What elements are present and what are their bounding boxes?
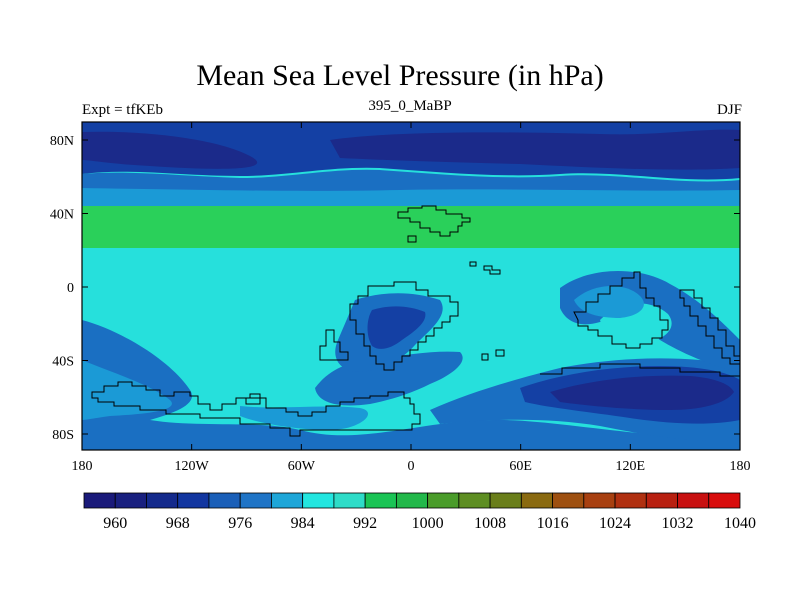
colorbar-swatch (427, 492, 460, 509)
y-tick-label: 80N (50, 134, 74, 149)
colorbar-label: 968 (166, 515, 190, 532)
x-tick-label: 180 (72, 459, 93, 474)
colorbar-swatch (458, 492, 491, 509)
coastline-antarctica-east (540, 363, 740, 377)
x-tick-label: 60W (288, 459, 316, 474)
colorbar-swatch (708, 492, 741, 509)
coastline-island (469, 261, 477, 267)
colorbar-label: 1040 (724, 515, 756, 532)
colorbar-swatch (239, 492, 272, 509)
coastline-island (407, 235, 417, 243)
y-axis: 80N 40N 0 40S 80S (50, 134, 740, 443)
coastline-antarctica (91, 381, 421, 437)
period-label: 395_0_MaBP (368, 98, 452, 114)
fill-region (367, 306, 426, 349)
colorbar-swatch (645, 492, 678, 509)
x-tick-label: 120E (616, 459, 646, 474)
colorbar: 960 968 976 984 992 1000 1008 1016 1024 1032 1040 (83, 492, 756, 532)
coastline-asia (397, 205, 471, 237)
colorbar-swatch (583, 492, 616, 509)
fill-region (550, 375, 734, 410)
colorbar-swatch (271, 492, 304, 509)
x-tick-label: 180 (730, 459, 751, 474)
coastline-africa (349, 281, 459, 371)
colorbar-swatch (677, 492, 710, 509)
colorbar-label: 1000 (412, 515, 444, 532)
colorbar-swatch (395, 492, 429, 509)
colorbar-swatch (364, 492, 397, 509)
colorbar-label: 1032 (662, 515, 694, 532)
coastlines (91, 205, 741, 437)
colorbar-swatch (114, 492, 147, 509)
colorbar-swatch (302, 492, 335, 509)
x-tick-label: 120W (175, 459, 210, 474)
coastline-nz (679, 289, 741, 365)
colorbar-swatch (614, 492, 647, 509)
x-axis: 180 120W 60W 0 60E 120E 180 (72, 122, 751, 474)
colorbar-label: 960 (103, 515, 127, 532)
coastline-australia (573, 271, 669, 349)
coastline-sa (319, 329, 349, 361)
colorbar-label: 1024 (599, 515, 631, 532)
colorbar-swatch (177, 492, 210, 509)
coastline-island (481, 353, 489, 361)
coastline-island (495, 349, 505, 357)
experiment-label: Expt = tfKEb (82, 102, 163, 118)
coastline-small (245, 397, 261, 405)
y-tick-label: 0 (67, 281, 74, 296)
colorbar-swatch (520, 492, 553, 509)
colorbar-swatch (208, 492, 241, 509)
colorbar-swatch (333, 492, 366, 509)
colorbar-label: 1008 (474, 515, 506, 532)
season-label: DJF (716, 102, 742, 118)
map-fill (82, 122, 740, 450)
y-tick-label: 40S (52, 355, 74, 370)
colorbar-swatch (146, 492, 179, 509)
coastline-island (483, 265, 501, 275)
colorbar-swatch (552, 492, 585, 509)
colorbar-label: 984 (291, 515, 315, 532)
y-tick-label: 40N (50, 208, 74, 223)
fill-region (82, 206, 740, 248)
colorbar-label: 992 (353, 515, 377, 532)
chart-title: Mean Sea Level Pressure (in hPa) (196, 59, 604, 92)
x-tick-label: 60E (509, 459, 532, 474)
colorbar-label: 976 (228, 515, 252, 532)
colorbar-swatch (489, 492, 522, 509)
fill-region (82, 129, 740, 170)
x-tick-label: 0 (408, 459, 415, 474)
fill-region (574, 285, 644, 318)
colorbar-swatch (83, 492, 116, 509)
fill-region (82, 188, 740, 206)
colorbar-label: 1016 (537, 515, 569, 532)
y-tick-label: 80S (52, 428, 74, 443)
